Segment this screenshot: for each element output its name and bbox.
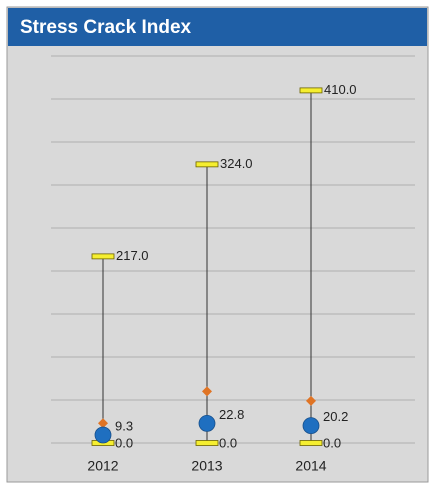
value-label: 20.2 [323,409,348,424]
bar-marker [91,253,115,260]
value-label: 9.3 [115,418,133,433]
x-tick-label: 2013 [191,458,222,474]
x-tick-label: 2012 [87,458,118,474]
chart-title: Stress Crack Index [20,17,192,38]
panel [6,6,429,483]
value-label: 22.8 [219,407,244,422]
bar-marker [299,440,323,446]
circle-marker [302,417,320,435]
bar-marker [299,87,323,94]
bar-marker [195,440,219,446]
diamond-marker [202,386,212,397]
x-tick-label: 2014 [295,458,326,474]
circle-marker [94,426,112,444]
value-label: 0.0 [323,435,341,450]
bar-marker [195,161,219,168]
value-label: 0.0 [219,435,237,450]
diamond-marker [306,395,316,406]
value-label: 410.0 [324,82,357,97]
value-label: 217.0 [116,248,149,263]
circle-marker [198,414,216,432]
title-bar [8,8,427,46]
value-label: 324.0 [220,156,253,171]
value-label: 0.0 [115,435,133,450]
diamond-marker [98,418,108,429]
